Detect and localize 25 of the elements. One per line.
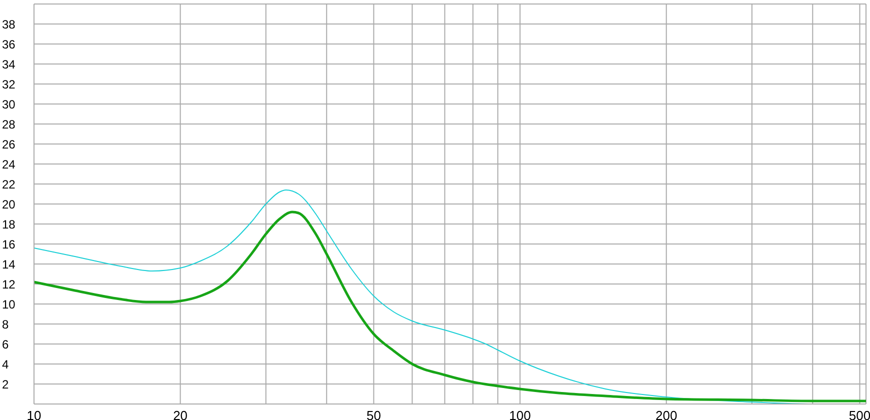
y-tick-label: 24 [2, 157, 16, 172]
y-tick-label: 4 [2, 357, 9, 372]
y-tick-label: 14 [2, 257, 16, 272]
y-tick-label: 20 [2, 197, 16, 212]
y-tick-label: 22 [2, 177, 16, 192]
y-tick-label: 8 [2, 317, 9, 332]
y-tick-label: 6 [2, 337, 9, 352]
x-tick-label: 500 [848, 408, 870, 420]
y-tick-label: 28 [2, 117, 16, 132]
x-tick-label: 200 [655, 408, 678, 420]
y-tick-label: 26 [2, 137, 16, 152]
y-tick-label: 38 [2, 17, 16, 32]
x-tick-label: 50 [366, 408, 381, 420]
y-tick-label: 16 [2, 237, 16, 252]
y-tick-label: 18 [2, 217, 16, 232]
y-tick-label: 30 [2, 97, 16, 112]
y-tick-label: 2 [2, 377, 9, 392]
y-tick-label: 34 [2, 57, 16, 72]
x-tick-label: 10 [26, 408, 42, 420]
y-tick-label: 12 [2, 277, 16, 292]
y-tick-label: 32 [2, 77, 16, 92]
y-tick-label: 36 [2, 37, 16, 52]
y-tick-label: 10 [2, 297, 16, 312]
x-tick-label: 100 [509, 408, 531, 420]
x-tick-label: 20 [173, 408, 188, 420]
